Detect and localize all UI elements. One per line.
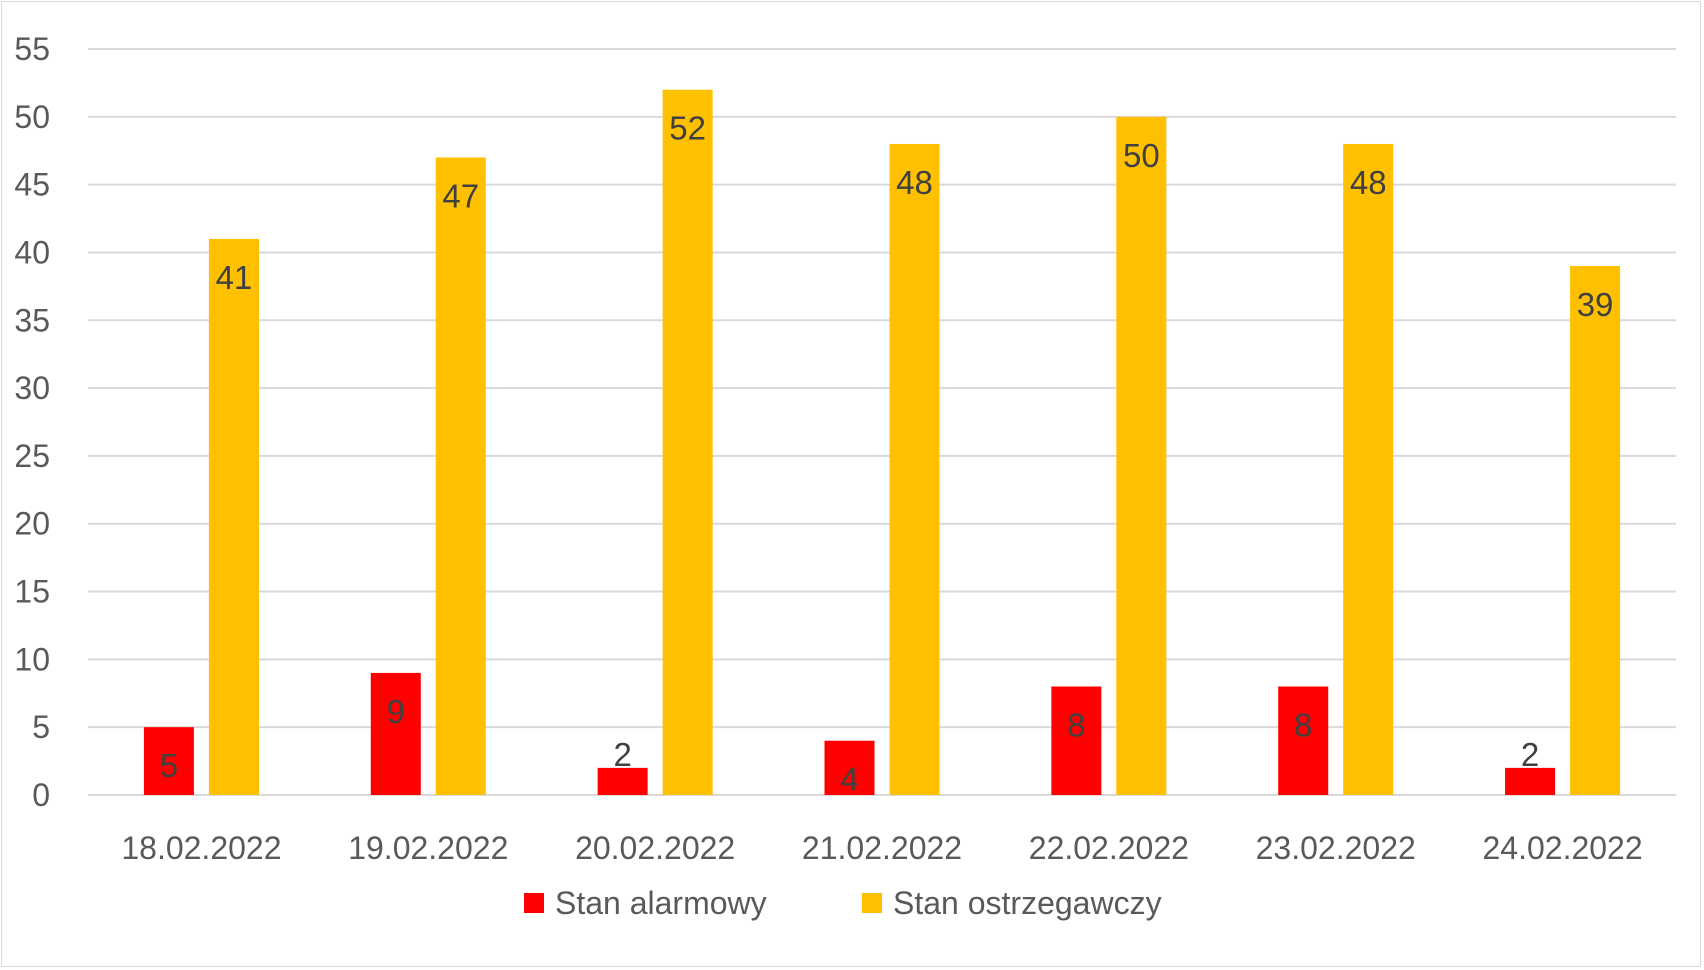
x-tick-label: 19.02.2022 bbox=[348, 830, 508, 866]
data-label: 4 bbox=[840, 761, 858, 798]
data-label: 39 bbox=[1577, 286, 1614, 323]
x-tick-label: 23.02.2022 bbox=[1256, 830, 1416, 866]
bars bbox=[143, 89, 1621, 796]
x-tick-label: 24.02.2022 bbox=[1482, 830, 1642, 866]
y-tick-label: 5 bbox=[32, 709, 50, 745]
y-tick-label: 50 bbox=[14, 99, 50, 135]
bar-warning bbox=[1570, 266, 1621, 795]
data-label: 9 bbox=[387, 693, 405, 730]
y-tick-label: 0 bbox=[32, 777, 50, 813]
data-label: 8 bbox=[1294, 706, 1312, 743]
data-label: 5 bbox=[160, 747, 178, 784]
data-label: 48 bbox=[1350, 164, 1387, 201]
data-label: 50 bbox=[1123, 137, 1160, 174]
bar-alarm bbox=[370, 672, 421, 795]
data-label: 41 bbox=[216, 259, 253, 296]
bar-warning bbox=[435, 157, 486, 795]
data-label: 52 bbox=[669, 110, 706, 147]
legend-swatch bbox=[862, 893, 882, 913]
data-label: 8 bbox=[1067, 706, 1085, 743]
y-tick-label: 55 bbox=[14, 31, 50, 67]
bar-alarm bbox=[597, 767, 648, 795]
bar-warning bbox=[1343, 143, 1394, 796]
y-tick-label: 25 bbox=[14, 438, 50, 474]
y-tick-label: 10 bbox=[14, 641, 50, 677]
x-tick-label: 20.02.2022 bbox=[575, 830, 735, 866]
y-tick-label: 35 bbox=[14, 302, 50, 338]
bar-warning bbox=[889, 143, 940, 796]
legend-label: Stan alarmowy bbox=[555, 885, 767, 921]
bar-alarm bbox=[143, 727, 194, 795]
bar-warning bbox=[208, 238, 259, 795]
data-label: 47 bbox=[442, 178, 479, 215]
y-axis-tick-labels: 0 5 10 15 20 25 30 35 40 45 50 55 bbox=[14, 31, 50, 813]
bar-warning bbox=[662, 89, 713, 795]
legend: Stan alarmowy Stan ostrzegawczy bbox=[524, 885, 1162, 921]
x-tick-label: 22.02.2022 bbox=[1029, 830, 1189, 866]
legend-swatch bbox=[524, 893, 544, 913]
data-label: 48 bbox=[896, 164, 933, 201]
data-label: 2 bbox=[1521, 736, 1539, 773]
bar-alarm bbox=[1051, 686, 1102, 795]
y-tick-label: 45 bbox=[14, 167, 50, 203]
y-tick-label: 20 bbox=[14, 506, 50, 542]
gridlines bbox=[88, 48, 1676, 796]
data-label: 2 bbox=[613, 736, 631, 773]
x-tick-label: 18.02.2022 bbox=[121, 830, 281, 866]
legend-label: Stan ostrzegawczy bbox=[893, 885, 1162, 921]
x-tick-label: 21.02.2022 bbox=[802, 830, 962, 866]
x-axis-tick-labels: 18.02.2022 19.02.2022 20.02.2022 21.02.2022… bbox=[121, 830, 1642, 866]
y-tick-label: 15 bbox=[14, 574, 50, 610]
data-labels: 5 41 9 47 2 52 4 48 8 50 8 48 2 39 bbox=[160, 110, 1614, 798]
bar-alarm bbox=[824, 740, 875, 795]
bar-warning bbox=[1116, 116, 1167, 796]
bar-alarm bbox=[1278, 686, 1329, 795]
bar-alarm bbox=[1505, 767, 1556, 795]
y-tick-label: 40 bbox=[14, 234, 50, 270]
y-tick-label: 30 bbox=[14, 370, 50, 406]
